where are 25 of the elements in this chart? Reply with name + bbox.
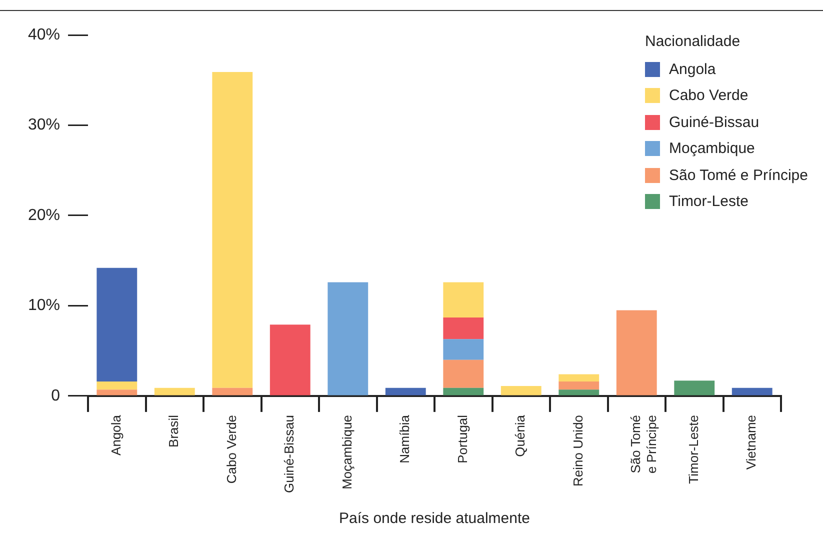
- x-tick-label: Timor-Leste: [686, 414, 701, 484]
- y-tick-label: 10%: [28, 297, 60, 314]
- x-tick-label: Vietname: [744, 414, 759, 470]
- legend-label: Angola: [669, 60, 716, 78]
- y-tick-label: 0: [51, 387, 60, 404]
- y-tick-label: 30%: [28, 116, 60, 134]
- x-axis-title: País onde reside atualmente: [339, 510, 530, 528]
- legend-label: São Tomé e Príncipe: [669, 166, 808, 184]
- y-tick-label: 40%: [28, 26, 60, 44]
- x-tick-label: Moçambique: [339, 414, 354, 490]
- legend-label: Moçambique: [669, 140, 755, 158]
- legend-title: Nacionalidade: [645, 33, 742, 50]
- x-tick-label: Quénia: [512, 414, 528, 457]
- x-tick-label: Namíbia: [397, 414, 412, 464]
- legend-label: Cabo Verde: [669, 87, 748, 104]
- y-tick-label: 20%: [28, 206, 60, 224]
- x-tick-label: Cabo Verde: [224, 414, 239, 484]
- x-tick-label: Angola: [108, 414, 124, 456]
- x-tick-label: São Tomé e Príncipe: [628, 414, 659, 474]
- x-tick-label: Brasil: [166, 414, 182, 448]
- legend-label: Timor-Leste: [669, 193, 748, 210]
- x-tick-label: Portugal: [454, 414, 470, 464]
- x-tick-label: Guiné-Bissau: [282, 414, 297, 494]
- x-tick-label: Reino Unido: [570, 414, 586, 487]
- legend-label: Guiné-Bissau: [669, 114, 760, 131]
